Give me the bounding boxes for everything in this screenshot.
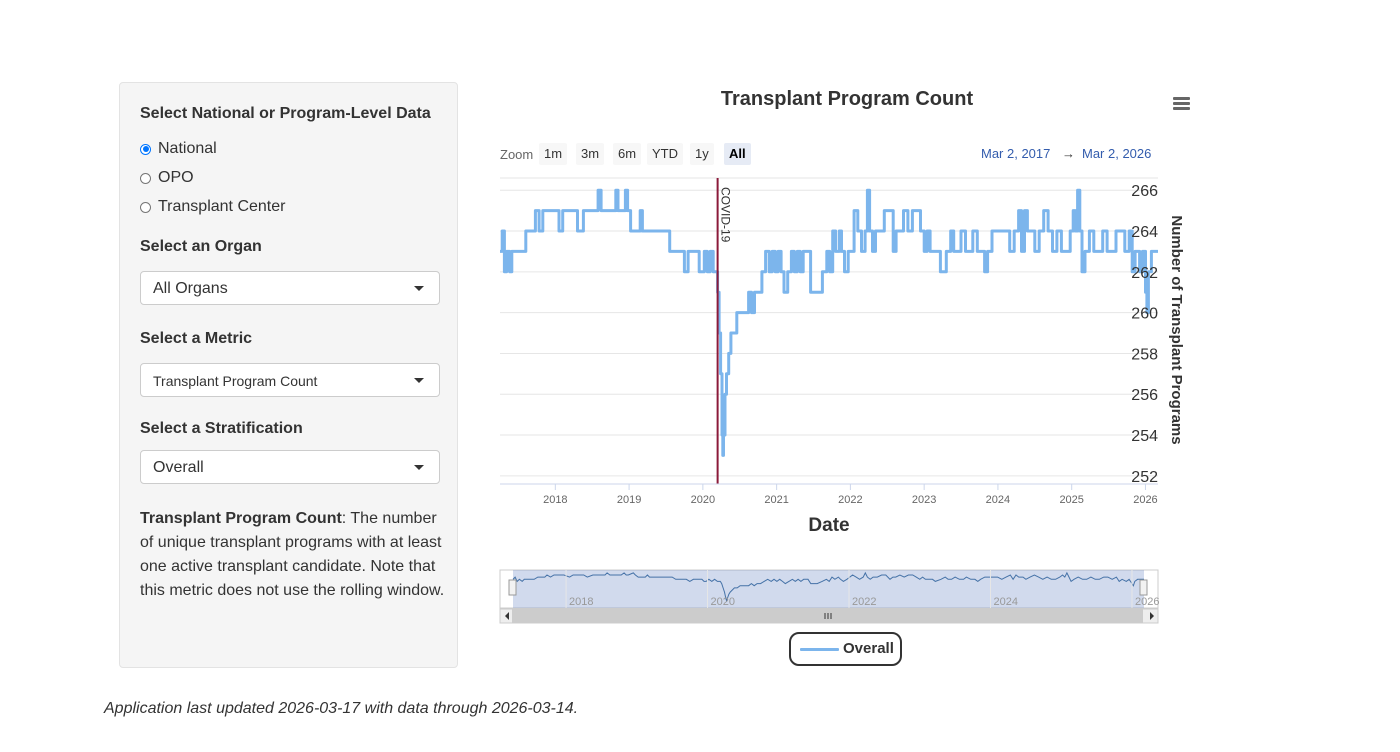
series-line-overall xyxy=(500,188,1158,457)
metric-select-value: Transplant Program Count xyxy=(153,373,318,389)
legend-label: Overall xyxy=(843,640,894,657)
y-tick-label: 256 xyxy=(1131,387,1158,404)
y-axis-title: Number of Transplant Programs xyxy=(1168,215,1185,444)
x-tick-label: 2018 xyxy=(543,494,567,506)
range-from-input[interactable]: Mar 2, 2017 xyxy=(981,146,1051,161)
navigator-series xyxy=(512,571,1144,603)
range-to-input[interactable]: Mar 2, 2026 xyxy=(1082,146,1152,161)
radio-national[interactable]: National xyxy=(140,140,217,158)
metric-select[interactable]: Transplant Program Count xyxy=(140,363,440,397)
x-tick-label: 2020 xyxy=(691,494,715,506)
chevron-down-icon xyxy=(414,378,424,383)
legend-item-overall[interactable]: Overall xyxy=(789,632,902,666)
scrollbar-track[interactable] xyxy=(499,608,1159,624)
navigator-right-handle[interactable] xyxy=(1139,579,1148,596)
zoom-all-button[interactable]: All xyxy=(724,143,751,165)
zoom-1m-button[interactable]: 1m xyxy=(539,143,568,165)
navigator-tick-label: 2022 xyxy=(852,596,876,608)
last-updated-note: Application last updated 2026-03-17 with… xyxy=(104,700,579,717)
covid-plot-line-label: COVID-19 xyxy=(719,187,733,243)
stratification-heading: Select a Stratification xyxy=(140,420,303,437)
zoom-3m-button[interactable]: 3m xyxy=(576,143,605,165)
radio-national-label: National xyxy=(158,140,217,157)
navigator-selection[interactable] xyxy=(513,570,1144,608)
x-tick-label: 2023 xyxy=(912,494,936,506)
navigator-frame xyxy=(499,569,1159,609)
metric-heading: Select a Metric xyxy=(140,330,253,347)
y-tick-label: 258 xyxy=(1131,346,1158,363)
y-tick-label: 262 xyxy=(1131,265,1158,282)
y-tick-label: 260 xyxy=(1131,306,1158,323)
radio-opo-label: OPO xyxy=(158,169,194,186)
radio-opo[interactable]: OPO xyxy=(140,169,194,187)
navigator-left-handle[interactable] xyxy=(508,579,517,596)
x-axis-title: Date xyxy=(808,515,849,536)
organ-select-value: All Organs xyxy=(153,280,228,297)
y-tick-label: 264 xyxy=(1131,224,1158,241)
metric-description-term: Transplant Program Count xyxy=(140,510,342,527)
metric-description: Transplant Program Count: The number of … xyxy=(140,507,445,603)
radio-transplant-center-label: Transplant Center xyxy=(158,198,286,215)
zoom-1y-button[interactable]: 1y xyxy=(690,143,714,165)
scroll-right-arrow-icon[interactable] xyxy=(1150,612,1154,620)
chart-title: Transplant Program Count xyxy=(720,88,974,110)
scrollbar-thumb[interactable] xyxy=(512,609,1143,623)
level-heading: Select National or Program-Level Data xyxy=(140,105,431,122)
stratification-select-value: Overall xyxy=(153,459,204,476)
chevron-down-icon xyxy=(414,465,424,470)
legend-swatch xyxy=(800,648,839,651)
navigator-tick-label: 2026 xyxy=(1135,596,1159,608)
radio-transplant-center[interactable]: Transplant Center xyxy=(140,198,285,216)
range-arrow: → xyxy=(1062,146,1075,161)
zoom-label: Zoom xyxy=(500,147,534,162)
zoom-ytd-button[interactable]: YTD xyxy=(647,143,683,165)
x-tick-label: 2025 xyxy=(1059,494,1083,506)
x-tick-label: 2024 xyxy=(986,494,1010,506)
y-tick-label: 252 xyxy=(1131,469,1158,486)
hamburger-menu-icon[interactable] xyxy=(1173,97,1190,111)
x-tick-label: 2022 xyxy=(838,494,862,506)
scroll-left-arrow-icon[interactable] xyxy=(505,612,509,620)
chevron-down-icon xyxy=(414,286,424,291)
radio-transplant-center-button[interactable] xyxy=(140,201,151,213)
y-tick-label: 266 xyxy=(1131,183,1158,200)
zoom-6m-button[interactable]: 6m xyxy=(613,143,642,165)
navigator-tick-label: 2024 xyxy=(993,596,1017,608)
metric-description-text: : The number of unique transplant progra… xyxy=(140,510,445,599)
x-tick-label: 2019 xyxy=(617,494,641,506)
navigator-tick-label: 2018 xyxy=(569,596,593,608)
stratification-select[interactable]: Overall xyxy=(140,450,440,484)
x-tick-label: 2026 xyxy=(1133,494,1157,506)
navigator-tick-label: 2020 xyxy=(711,596,735,608)
organ-heading: Select an Organ xyxy=(140,238,262,255)
organ-select[interactable]: All Organs xyxy=(140,271,440,305)
y-tick-label: 254 xyxy=(1131,428,1158,445)
x-tick-label: 2021 xyxy=(764,494,788,506)
radio-national-button[interactable] xyxy=(140,143,151,155)
radio-opo-button[interactable] xyxy=(140,172,151,184)
control-sidebar: Select National or Program-Level Data Na… xyxy=(119,82,458,668)
